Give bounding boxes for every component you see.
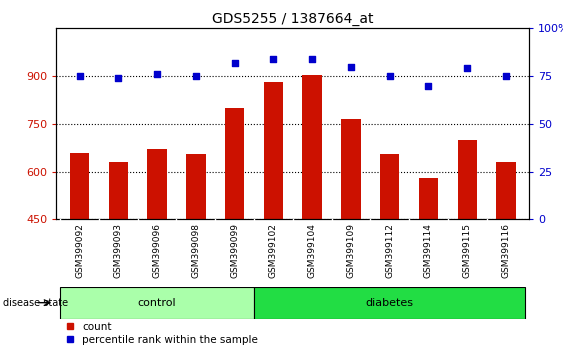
Text: GSM399099: GSM399099 [230,223,239,278]
Point [502,73,511,79]
Point [307,56,316,62]
Bar [60,287,254,319]
Text: GSM399098: GSM399098 [191,223,200,278]
Bar [341,119,360,219]
Bar [109,162,128,219]
Title: GDS5255 / 1387664_at: GDS5255 / 1387664_at [212,12,373,26]
Point [463,65,472,71]
Bar [380,154,399,219]
Point [385,73,394,79]
Point [269,56,278,62]
Text: disease state: disease state [3,298,68,308]
Bar [186,154,205,219]
Bar [148,149,167,219]
Point [191,73,200,79]
Text: GSM399104: GSM399104 [307,223,316,278]
Point [114,75,123,81]
Bar [302,75,322,219]
Bar [419,178,438,219]
Text: GSM399109: GSM399109 [346,223,355,278]
Text: GSM399096: GSM399096 [153,223,162,278]
Point [424,83,433,88]
Point [230,60,239,65]
Bar [70,153,90,219]
Text: control: control [138,298,176,308]
Text: GSM399092: GSM399092 [75,223,84,278]
Point [346,64,355,69]
Text: GSM399102: GSM399102 [269,223,278,278]
Point [153,72,162,77]
Point [75,73,84,79]
Bar [225,108,244,219]
Text: GSM399114: GSM399114 [424,223,433,278]
Text: GSM399112: GSM399112 [385,223,394,278]
Text: GSM399115: GSM399115 [463,223,472,278]
Bar [458,140,477,219]
Text: GSM399093: GSM399093 [114,223,123,278]
Bar [496,162,516,219]
Text: diabetes: diabetes [366,298,414,308]
Bar [263,82,283,219]
Text: GSM399116: GSM399116 [502,223,511,278]
Bar [254,287,525,319]
Legend: count, percentile rank within the sample: count, percentile rank within the sample [61,317,262,349]
